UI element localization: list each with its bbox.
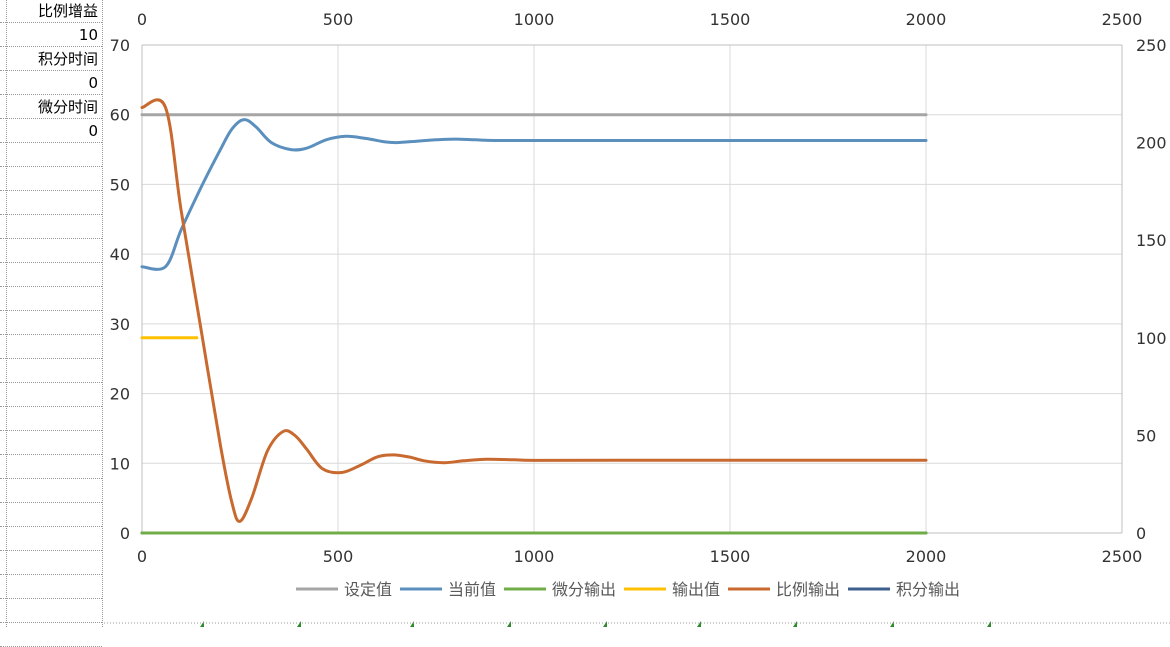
sheet-row-border	[0, 70, 102, 71]
sheet-row-border	[0, 526, 102, 527]
y-left-tick-label: 70	[110, 36, 130, 55]
cell-comment-marker	[603, 621, 607, 627]
cell-comment-marker	[697, 621, 701, 627]
x-top-tick-label: 2500	[1102, 10, 1143, 29]
x-top-tick-label: 1000	[514, 10, 555, 29]
sheet-row-border	[0, 286, 102, 287]
x-top-tick-label: 0	[137, 10, 147, 29]
x-top-tick-label: 2000	[906, 10, 947, 29]
y-left-tick-label: 0	[120, 524, 130, 543]
y-right-tick-label: 200	[1136, 134, 1167, 153]
sheet-row-border	[0, 502, 102, 503]
legend-label: 设定值	[344, 580, 392, 599]
sheet-row-border	[0, 406, 102, 407]
sheet-cell-value[interactable]: 0	[88, 74, 98, 92]
spreadsheet-column: 比例增益 10 积分时间 0 微分时间 0	[0, 0, 104, 647]
cell-comment-marker	[987, 621, 991, 627]
series-lines	[140, 98, 928, 535]
sheet-row-border	[0, 430, 102, 431]
sheet-row-border	[0, 598, 102, 599]
y-right-tick-label: 50	[1136, 426, 1156, 445]
cell-comment-marker	[410, 621, 414, 627]
legend-label: 当前值	[448, 580, 496, 599]
sheet-row-border	[0, 358, 102, 359]
cell-comment-marker	[793, 621, 797, 627]
x-bottom-tick-label: 1500	[710, 547, 751, 566]
y-left-tick-label: 50	[110, 175, 130, 194]
x-top-tick-label: 500	[323, 10, 354, 29]
cell-comment-marker	[507, 621, 511, 627]
y-left-tick-label: 60	[110, 106, 130, 125]
y-right-tick-label: 150	[1136, 231, 1167, 250]
cell-comment-marker	[200, 621, 204, 627]
y-left-tick-label: 10	[110, 454, 130, 473]
sheet-column-border	[6, 0, 7, 627]
sheet-row-border	[0, 214, 102, 215]
sheet-cell-value[interactable]: 10	[78, 26, 98, 44]
cell-comment-marker	[890, 621, 894, 627]
sheet-row-border	[0, 334, 102, 335]
legend-label: 积分输出	[896, 580, 960, 599]
legend: 设定值 当前值 微分输出 输出值 比例输出 积分输出	[296, 580, 960, 599]
y-right-tick-label: 250	[1136, 36, 1167, 55]
series-line-1	[140, 118, 928, 271]
y-right-tick-label: 0	[1136, 524, 1146, 543]
x-bottom-tick-label: 500	[323, 547, 354, 566]
sheet-row-border	[0, 166, 102, 167]
legend-label: 微分输出	[552, 580, 616, 599]
sheet-row-border	[0, 622, 102, 623]
x-bottom-tick-label: 2500	[1102, 547, 1143, 566]
sheet-cell-label[interactable]: 比例增益	[37, 2, 98, 20]
legend-label: 输出值	[672, 580, 720, 599]
x-top-tick-label: 1500	[710, 10, 751, 29]
sheet-row-border	[0, 94, 102, 95]
y-left-tick-label: 40	[110, 245, 130, 264]
x-bottom-tick-label: 0	[137, 547, 147, 566]
sheet-row-border	[0, 382, 102, 383]
sheet-row-border	[0, 46, 102, 47]
sheet-row-border	[0, 190, 102, 191]
sheet-row-border	[0, 238, 102, 239]
sheet-column-border	[102, 0, 103, 627]
sheet-cell-label[interactable]: 微分时间	[37, 98, 98, 116]
x-bottom-tick-label: 1000	[514, 547, 555, 566]
sheet-cell-label[interactable]: 积分时间	[37, 50, 98, 68]
sheet-row-border	[0, 142, 102, 143]
sheet-row-border	[0, 262, 102, 263]
sheet-cell-value[interactable]: 0	[88, 122, 98, 140]
sheet-row-border	[0, 478, 102, 479]
y-left-tick-label: 20	[110, 385, 130, 404]
sheet-row-border	[0, 550, 102, 551]
y-right-tick-label: 100	[1136, 329, 1167, 348]
sheet-row-border	[0, 454, 102, 455]
legend-label: 比例输出	[776, 580, 840, 599]
cell-comment-marker	[297, 621, 301, 627]
sheet-row-border	[0, 22, 102, 23]
sheet-row-border	[0, 310, 102, 311]
series-line-4	[140, 98, 928, 523]
x-bottom-tick-label: 2000	[906, 547, 947, 566]
sheet-row-border	[0, 118, 102, 119]
y-left-tick-label: 30	[110, 315, 130, 334]
sheet-row-border	[0, 574, 102, 575]
